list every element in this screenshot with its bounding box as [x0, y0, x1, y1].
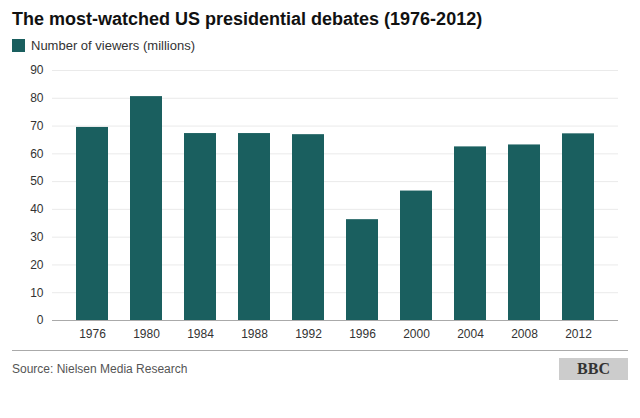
svg-text:80: 80	[30, 91, 44, 105]
svg-text:10: 10	[30, 286, 44, 300]
svg-text:2008: 2008	[511, 327, 538, 341]
svg-text:1976: 1976	[79, 327, 106, 341]
svg-text:20: 20	[30, 258, 44, 272]
svg-text:1980: 1980	[133, 327, 160, 341]
svg-text:1988: 1988	[241, 327, 268, 341]
html-text:The most-watched US presidenti: The most-watched US presidential debates…	[12, 9, 483, 29]
svg-text:1996: 1996	[349, 327, 376, 341]
html-text:Number of viewers (millions): Number of viewers (millions)	[31, 37, 195, 53]
html-text:BBC: BBC	[577, 360, 610, 377]
html-text:Source: Nielsen Media Research: Source: Nielsen Media Research	[12, 362, 188, 376]
svg-text:30: 30	[30, 230, 44, 244]
svg-text:2000: 2000	[403, 327, 430, 341]
svg-text:40: 40	[30, 202, 44, 216]
svg-text:50: 50	[30, 174, 44, 188]
svg-text:60: 60	[30, 147, 44, 161]
svg-text:2004: 2004	[457, 327, 484, 341]
svg-text:1984: 1984	[187, 327, 214, 341]
svg-text:1992: 1992	[295, 327, 322, 341]
svg-text:90: 90	[30, 63, 44, 77]
svg-text:70: 70	[30, 119, 44, 133]
svg-text:2012: 2012	[565, 327, 592, 341]
svg-text:0: 0	[37, 313, 44, 327]
